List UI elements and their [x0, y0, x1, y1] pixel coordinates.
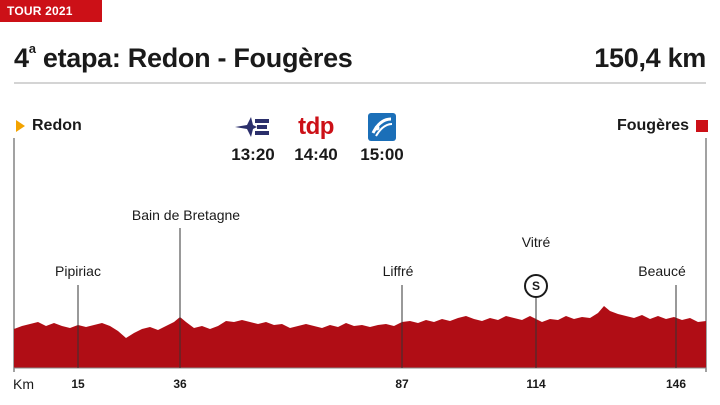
broadcast-cycling-app: 15:00	[352, 112, 412, 165]
tdp-logo-icon: tdp	[286, 112, 346, 142]
eurosport-logo-icon	[223, 112, 283, 142]
finish-town: Fougères	[617, 117, 708, 135]
km-tick: 15	[71, 377, 85, 391]
km-tick: 146	[665, 377, 687, 391]
place-label-beauce: Beaucé	[638, 263, 686, 279]
start-town: Redon	[16, 117, 82, 135]
km-tick: 114	[526, 377, 546, 391]
place-label-vitre: Vitré	[521, 234, 551, 250]
start-town-label: Redon	[32, 117, 82, 134]
finish-town-label: Fougères	[616, 117, 689, 134]
cycling-app-logo-icon	[352, 112, 412, 142]
broadcast-time: 14:40	[294, 145, 338, 164]
broadcast-eurosport: 13:20	[223, 112, 283, 165]
elevation-profile	[14, 306, 706, 368]
broadcast-tdp: tdp 14:40	[286, 112, 346, 165]
stage-distance: 150,4 km	[594, 43, 706, 73]
km-tick: 87	[395, 377, 409, 391]
stage-title: 4a etapa: Redon - Fougères	[14, 41, 353, 73]
km-tick: 36	[173, 377, 187, 391]
place-label-bain-de-bretagne: Bain de Bretagne	[131, 207, 241, 223]
header-divider	[14, 82, 706, 84]
tour-badge: TOUR 2021	[0, 0, 102, 22]
place-label-liffre: Liffré	[382, 263, 414, 279]
finish-flag-icon	[696, 120, 708, 132]
sprint-icon: S	[524, 274, 548, 298]
place-label-pipiriac: Pipiriac	[55, 263, 101, 279]
km-axis-label: Km	[13, 376, 34, 392]
start-arrow-icon	[16, 120, 25, 132]
tdp-logo-text: tdp	[298, 113, 334, 140]
broadcast-time: 13:20	[231, 145, 275, 164]
broadcast-time: 15:00	[360, 145, 404, 164]
